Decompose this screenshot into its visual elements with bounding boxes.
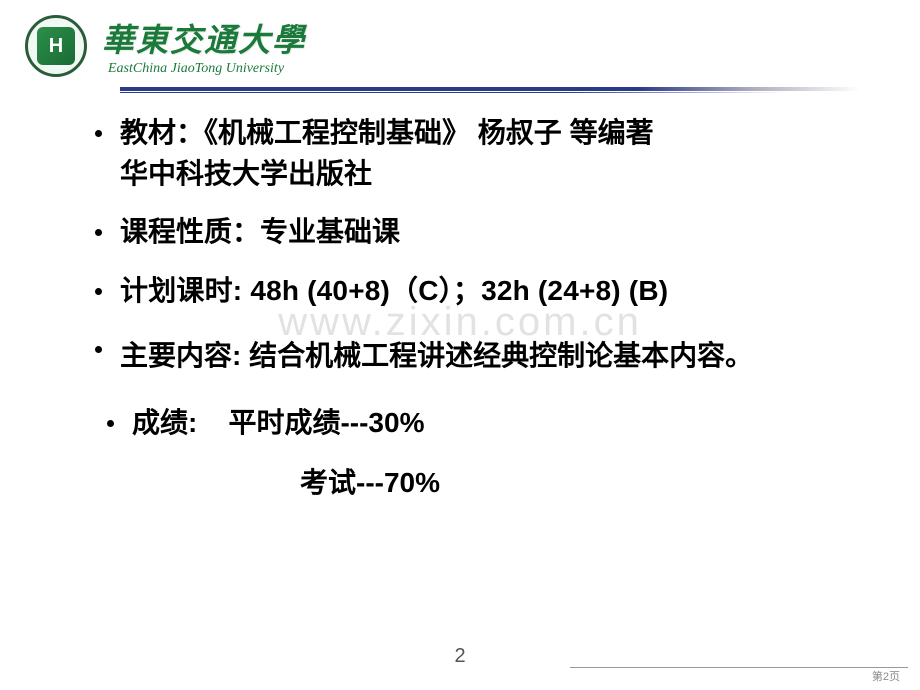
logo-letter: H: [37, 27, 75, 65]
textbook-label: 教材：: [120, 117, 204, 148]
page-number: 2: [454, 645, 465, 668]
grades-label: 成绩:: [132, 407, 197, 438]
course-type-text: 课程性质：专业基础课: [120, 212, 850, 253]
main-content-text: 主要内容: 结合机械工程讲述经典控制论基本内容。: [120, 329, 850, 382]
hours-item: 计划课时: 48h (40+8)（C）；32h (24+8) (B): [95, 271, 850, 312]
header-divider: [0, 82, 920, 93]
textbook-text: 教材：《机械工程控制基础》 杨叔子 等编著 华中科技大学出版社: [120, 113, 850, 194]
bullet-icon: [95, 288, 102, 295]
university-logo: H: [25, 15, 87, 77]
grades-regular: 平时成绩---30%: [197, 407, 424, 438]
main-content-value: 结合机械工程讲述经典控制论基本内容。: [249, 340, 753, 371]
grades-item: 成绩: 平时成绩---30%: [95, 403, 850, 444]
hours-text: 计划课时: 48h (40+8)（C）；32h (24+8) (B): [120, 271, 850, 312]
grades-text: 成绩: 平时成绩---30%: [132, 403, 850, 444]
university-name-en: EastChina JiaoTong University: [102, 61, 306, 77]
bullet-icon: [107, 420, 114, 427]
hours-label: 计划课时:: [120, 275, 250, 306]
textbook-title: 《机械工程控制基础》 杨叔子 等编著: [204, 117, 654, 148]
university-title-block: 華東交通大學 EastChina JiaoTong University: [102, 15, 306, 77]
main-content-item: 主要内容: 结合机械工程讲述经典控制论基本内容。: [95, 329, 850, 382]
slide-content: 教材：《机械工程控制基础》 杨叔子 等编著 华中科技大学出版社 课程性质：专业基…: [0, 93, 920, 501]
main-content-label: 主要内容:: [120, 340, 249, 371]
footer-page-label: 第2页: [872, 668, 900, 684]
course-type-label: 课程性质：: [120, 216, 260, 247]
textbook-item: 教材：《机械工程控制基础》 杨叔子 等编著 华中科技大学出版社: [95, 113, 850, 194]
bullet-icon: [95, 346, 102, 353]
footer-divider: [570, 667, 908, 668]
bullet-icon: [95, 130, 102, 137]
hours-value: 48h (40+8)（C）；32h (24+8) (B): [250, 275, 668, 306]
grades-exam: 考试---70%: [95, 461, 850, 501]
textbook-publisher: 华中科技大学出版社: [120, 154, 850, 195]
university-name-cn: 華東交通大學: [102, 15, 306, 61]
header: H 華東交通大學 EastChina JiaoTong University: [0, 0, 920, 82]
course-type-item: 课程性质：专业基础课: [95, 212, 850, 253]
course-type-value: 专业基础课: [260, 216, 400, 247]
bullet-icon: [95, 229, 102, 236]
